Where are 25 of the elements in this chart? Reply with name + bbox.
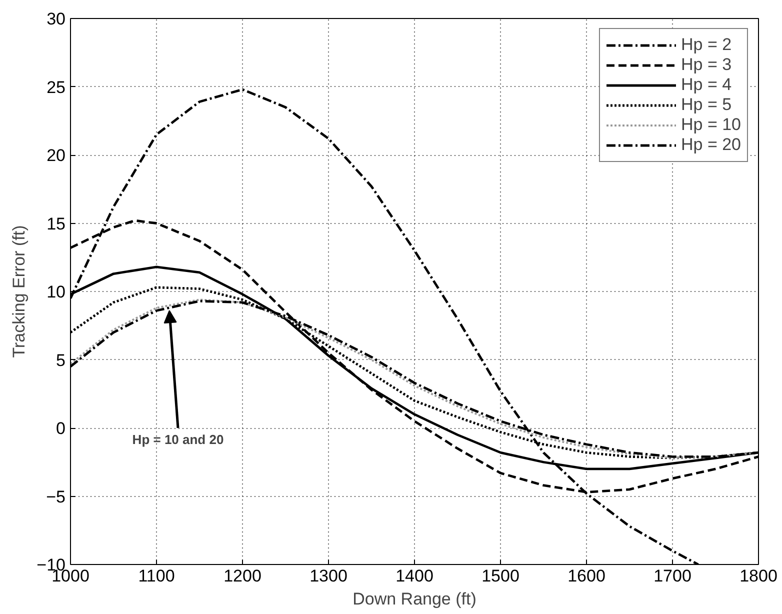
y-tick-label: 15 [46,214,66,234]
legend-label: Hp = 3 [680,55,732,75]
legend-label: Hp = 4 [680,75,732,95]
legend-label: Hp = 2 [680,35,732,55]
legend-label: Hp = 10 [680,115,741,135]
x-tick-label: 1400 [396,566,434,586]
y-tick-label: 25 [46,78,66,97]
x-tick-label: 1500 [482,566,520,586]
y-axis-title: Tracking Error (ft) [10,225,29,358]
x-tick-label: 1100 [138,566,175,586]
legend-label: Hp = 5 [680,95,732,115]
y-tick-label: 20 [46,146,66,165]
x-axis-title: Down Range (ft) [352,590,476,608]
y-tick-label: −5 [46,487,66,506]
x-tick-label: 1600 [568,566,606,586]
y-tick-label: 5 [56,350,66,370]
y-tick-label: 0 [56,419,66,438]
x-tick-label: 1800 [740,566,778,586]
y-tick-label: 10 [46,282,66,302]
annotation: Hp = 10 and 20 [132,432,224,447]
x-tick-label: 1200 [224,566,262,586]
x-tick-label: 1300 [310,566,348,586]
y-tick-label: 30 [46,10,66,28]
x-tick-label: 1700 [654,566,692,586]
legend-label: Hp = 20 [680,135,741,155]
